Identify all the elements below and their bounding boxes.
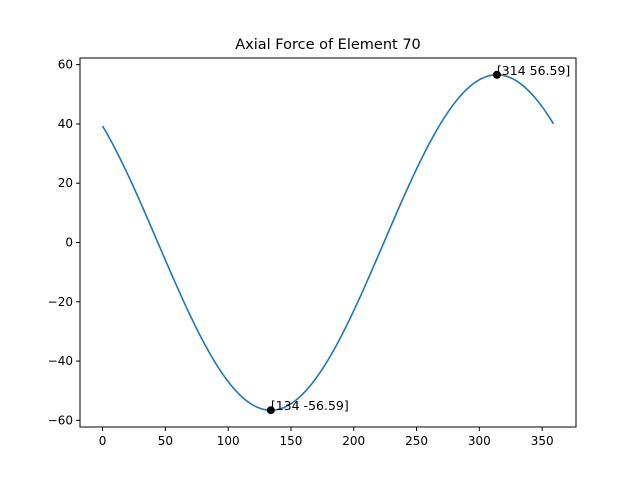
extremum-marker (492, 70, 501, 79)
y-tick-label: −60 (48, 413, 73, 427)
marker-annotation: [314 56.59] (497, 63, 570, 78)
marker-annotation: [134 -56.59] (271, 398, 349, 413)
x-tick-label: 250 (405, 434, 428, 448)
y-tick-label: 60 (58, 58, 73, 72)
x-tick-label: 0 (99, 434, 107, 448)
x-tick-label: 300 (468, 434, 491, 448)
x-tick-label: 200 (342, 434, 365, 448)
x-tick-label: 350 (531, 434, 554, 448)
y-tick-label: −20 (48, 295, 73, 309)
chart-title: Axial Force of Element 70 (235, 37, 421, 53)
y-tick-label: 20 (58, 176, 73, 190)
extremum-marker (266, 406, 275, 415)
y-tick-label: −40 (48, 354, 73, 368)
series-line-0 (101, 73, 555, 412)
x-tick-label: 100 (217, 434, 240, 448)
x-tick-label: 50 (158, 434, 173, 448)
plot-area: 0 50 100 150 200 250 300 350 −60 −40 −20 0 20 40 60 [13… (48, 58, 571, 448)
x-tick-label: 150 (279, 434, 302, 448)
axes-frame (79, 57, 577, 428)
y-tick-label: 0 (65, 236, 73, 250)
y-tick-label: 40 (58, 117, 73, 131)
